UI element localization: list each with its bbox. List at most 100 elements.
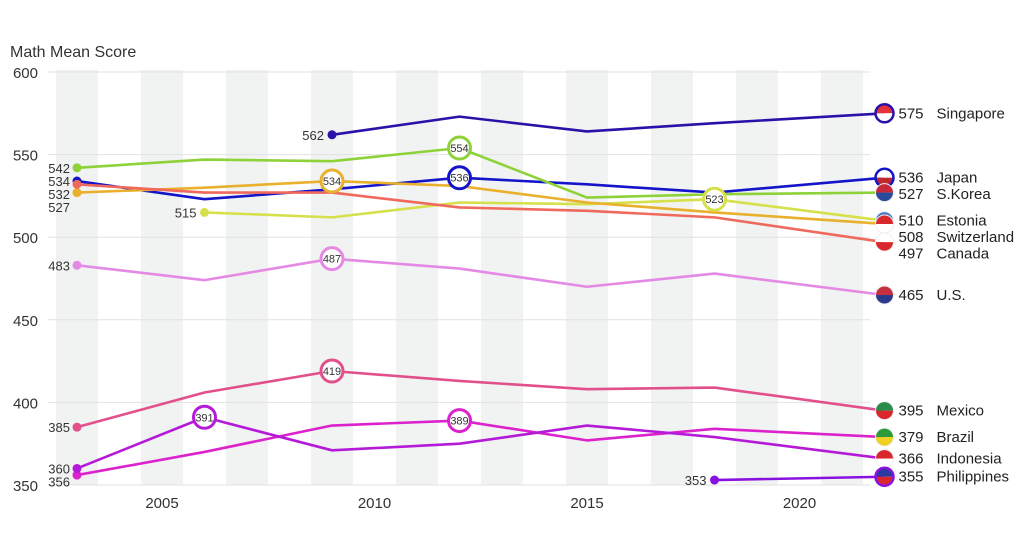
flag-stripe [875,192,894,202]
start-marker [72,179,82,189]
x-tick-label: 2015 [570,495,603,512]
x-tick-label: 2010 [358,495,391,512]
y-tick-label: 500 [13,230,38,247]
start-marker [200,207,209,217]
end-value-label: 575 [899,105,924,122]
series-line-us [76,257,885,297]
start-value-label: 562 [302,128,324,143]
flag-stripe [875,183,894,193]
year-band [226,70,268,485]
start-value-label: 515 [175,205,197,220]
flag-stripe [875,428,894,438]
y-tick-label: 350 [13,478,38,495]
x-axis: 2005 2010 2015 2020 [145,495,816,512]
flag-icon-indonesia [875,449,894,469]
flag-icon-us [875,285,894,305]
start-marker [72,422,82,432]
flag-stripe [875,410,894,420]
year-band [56,70,98,485]
y-tick-label: 450 [13,313,38,330]
start-value-label: 385 [48,420,70,435]
series-markers [72,103,895,487]
highlight-marker [192,404,217,430]
year-band [821,70,863,485]
flag-stripe [875,286,894,296]
flag-icon-brazil [875,427,894,447]
highlight-marker [702,186,727,212]
flag-stripe [875,458,894,468]
year-band [396,70,438,485]
series-name-label: Mexico [937,403,985,420]
highlight-marker [319,358,345,384]
start-value-label: 532 [48,187,70,202]
flag-stripe [875,168,894,178]
end-value-label: 355 [899,469,924,486]
series-name-label: Switzerland [937,229,1015,246]
start-value-label: 534 [48,174,70,189]
series-name-label: Philippines [937,469,1010,486]
y-tick-label: 600 [13,65,38,82]
flag-icon-mexico [875,401,894,421]
flag-stripe [875,467,894,477]
year-band [566,70,608,485]
x-tick-label: 2005 [145,495,178,512]
start-value-label: 483 [48,258,70,273]
flag-icon-canada [875,232,894,252]
flag-stripe [875,476,894,486]
flag-ring [874,103,895,124]
start-value-label: 356 [48,474,70,489]
end-value-label: 527 [899,186,924,203]
y-tick-label: 550 [13,148,38,165]
gridlines [48,71,870,486]
flag-stripe [875,113,894,123]
flag-ring [875,232,894,252]
series-labels: 536 554 523 534 487 419 389 391 575 Singapore 536 J… [48,105,1014,489]
flag-stripe [875,214,894,224]
y-axis-title: Math Mean Score [10,44,136,61]
flag-stripe [875,233,894,243]
series-name-label: Estonia [937,213,988,230]
start-value-label: 353 [685,473,707,488]
y-tick-label: 400 [13,395,38,412]
series-name-label: Indonesia [937,451,1003,468]
flag-stripe [875,401,894,411]
series-line-canada [76,183,885,244]
flag-ring [875,427,894,447]
flag-stripe [875,223,894,233]
series-line-mexico [76,369,885,429]
end-value-label: 536 [899,170,924,187]
start-value-label: 527 [48,200,70,215]
series-line-estonia [204,197,885,222]
series-name-label: Brazil [937,429,975,446]
highlight-value-label: 389 [450,416,468,428]
highlight-value-label: 536 [450,173,468,185]
highlight-marker [319,168,345,194]
flag-stripe [875,449,894,459]
start-marker [72,470,82,480]
start-marker [327,130,337,140]
start-marker [72,163,82,173]
flag-stripe [875,295,894,305]
series-line-philippines [714,475,885,482]
highlight-marker [447,165,472,191]
flag-ring [875,401,894,421]
series-name-label: Singapore [937,105,1005,122]
flag-ring [874,466,895,487]
highlight-value-label: 419 [323,366,341,378]
end-value-label: 366 [899,451,924,468]
start-value-label: 360 [48,461,70,476]
flag-icon-switzerland [875,214,894,234]
series-name-label: S.Korea [937,186,992,203]
series-name-label: Japan [937,170,978,187]
end-value-label: 497 [899,246,924,263]
start-marker [72,260,82,270]
start-marker [72,463,82,473]
start-value-label: 542 [48,161,70,176]
flag-icon-philippines [874,466,895,487]
series-name-label: U.S. [937,287,966,304]
flag-stripe [875,104,894,114]
highlight-value-label: 523 [705,194,723,206]
end-value-label: 379 [899,429,924,446]
end-value-label: 510 [899,213,924,230]
y-axis: 350 400 450 500 550 600 [13,65,38,495]
